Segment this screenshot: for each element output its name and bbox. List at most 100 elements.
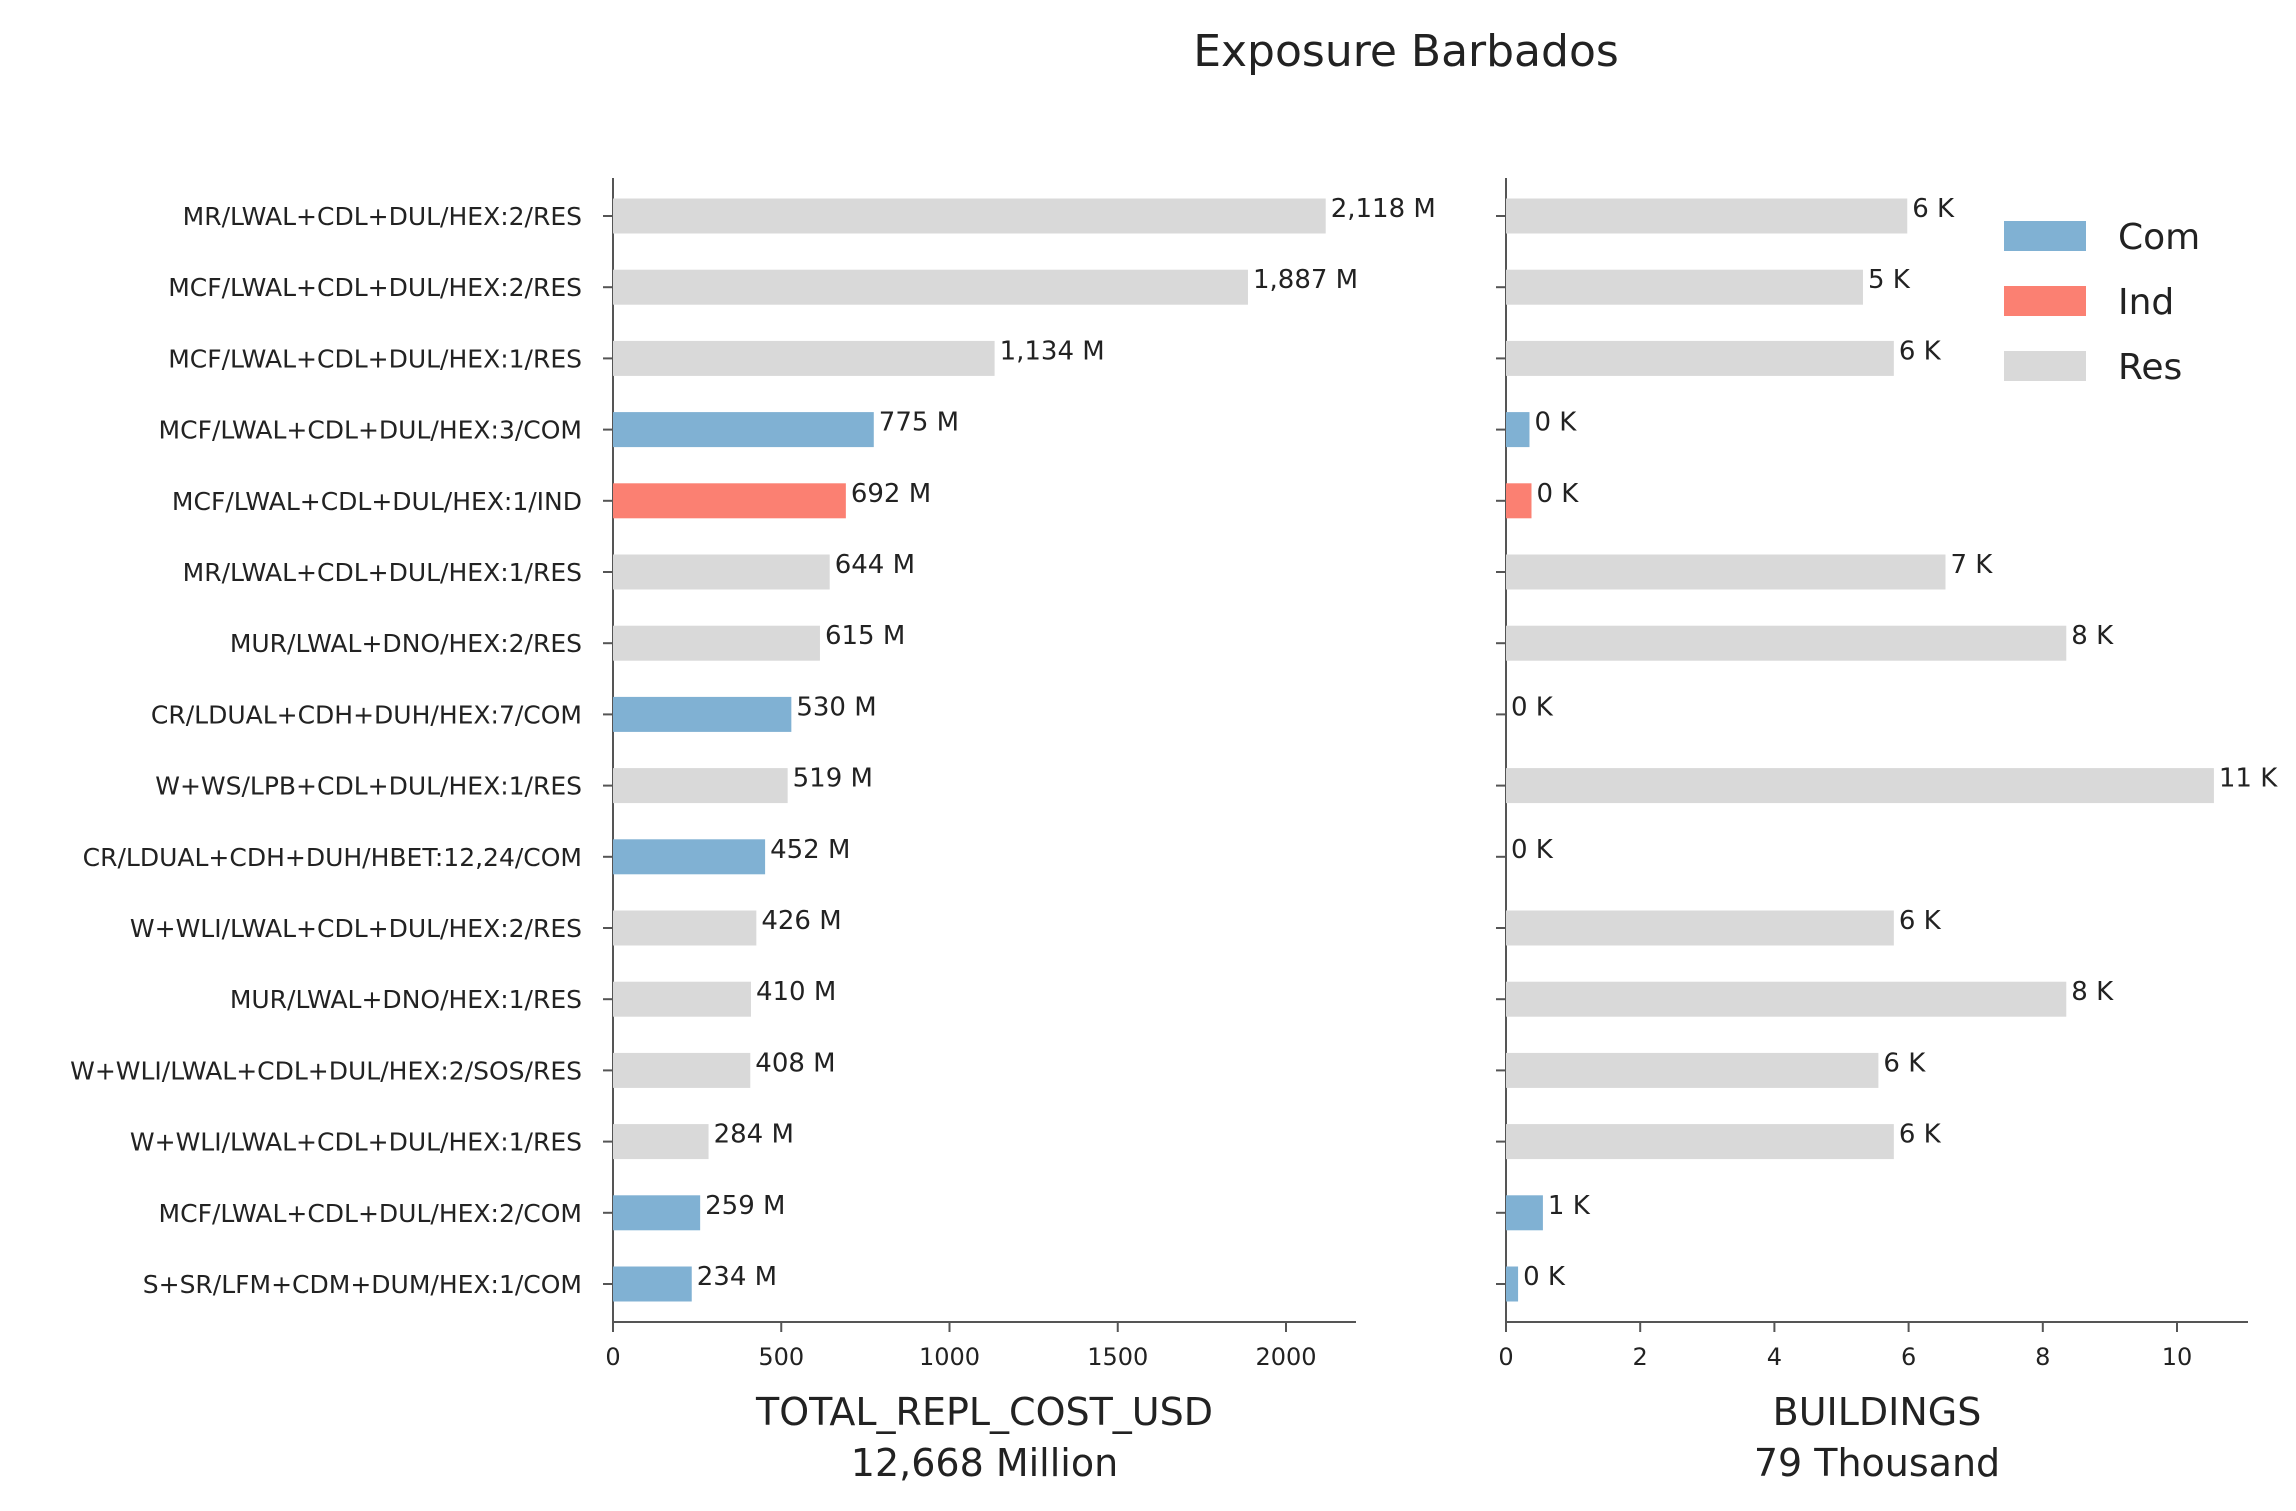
category-label: MCF/LWAL+CDL+DUL/HEX:1/RES: [168, 344, 582, 373]
bar-com: [1506, 412, 1530, 448]
category-label: MR/LWAL+CDL+DUL/HEX:1/RES: [183, 558, 582, 587]
bar-res: [1506, 768, 2214, 804]
data-label: 1,887 M: [1253, 265, 1358, 295]
legend-label: Ind: [2118, 282, 2174, 323]
legend: Com Ind Res: [2004, 217, 2200, 388]
bar-res: [613, 981, 751, 1017]
data-label: 644 M: [835, 550, 915, 580]
bar-res: [613, 340, 995, 376]
data-label: 259 M: [705, 1191, 785, 1221]
data-label: 8 K: [2071, 621, 2114, 651]
category-label: W+WLI/LWAL+CDL+DUL/HEX:2/RES: [130, 914, 582, 943]
data-label: 452 M: [770, 835, 850, 865]
x-tick-label: 2: [1633, 1343, 1648, 1371]
x-tick-label: 0: [1498, 1343, 1513, 1371]
data-label: 530 M: [796, 692, 876, 722]
category-label: W+WS/LPB+CDL+DUL/HEX:1/RES: [155, 772, 582, 801]
data-label: 0 K: [1511, 835, 1554, 865]
x-tick-label: 4: [1767, 1343, 1782, 1371]
x-tick-label: 1000: [919, 1343, 980, 1371]
data-label: 0 K: [1511, 692, 1554, 722]
data-label: 234 M: [697, 1262, 777, 1292]
data-label: 410 M: [756, 977, 836, 1007]
bar-com: [613, 696, 792, 732]
bar-res: [1506, 981, 2067, 1017]
bar-res: [613, 910, 757, 946]
data-label: 0 K: [1536, 479, 1579, 509]
bar-com: [613, 1195, 701, 1231]
x-axis-label: TOTAL_REPL_COST_USD: [755, 1390, 1213, 1434]
data-label: 692 M: [851, 479, 931, 509]
bar-res: [1506, 554, 1946, 590]
bar-res: [613, 768, 788, 804]
data-label: 2,118 M: [1331, 194, 1436, 224]
data-label: 0 K: [1534, 408, 1577, 438]
category-label: MUR/LWAL+DNO/HEX:2/RES: [230, 629, 582, 658]
x-tick-label: 10: [2162, 1343, 2193, 1371]
category-label: W+WLI/LWAL+CDL+DUL/HEX:2/SOS/RES: [70, 1056, 582, 1085]
bar-res: [1506, 198, 1908, 234]
x-axis-sublabel: 79 Thousand: [1754, 1441, 2000, 1485]
bar-res: [1506, 340, 1894, 376]
bar-res: [613, 625, 820, 661]
category-label: S+SR/LFM+CDM+DUM/HEX:1/COM: [143, 1270, 582, 1299]
x-tick-label: 6: [1901, 1343, 1916, 1371]
data-label: 615 M: [825, 621, 905, 651]
bar-res: [1506, 910, 1894, 946]
category-label: MR/LWAL+CDL+DUL/HEX:2/RES: [183, 202, 582, 231]
legend-label: Res: [2118, 347, 2182, 388]
bar-res: [613, 198, 1326, 234]
data-label: 1,134 M: [1000, 336, 1105, 366]
bar-com: [613, 1266, 692, 1302]
data-label: 1 K: [1548, 1191, 1591, 1221]
data-label: 408 M: [755, 1048, 835, 1078]
bar-res: [613, 1124, 709, 1160]
data-label: 426 M: [761, 906, 841, 936]
x-axis-sublabel: 12,668 Million: [851, 1441, 1118, 1485]
bar-res: [613, 554, 830, 590]
category-label: CR/LDUAL+CDH+DUH/HBET:12,24/COM: [83, 843, 582, 872]
bar-res: [1506, 625, 2067, 661]
data-label: 0 K: [1523, 1262, 1566, 1292]
category-label: W+WLI/LWAL+CDL+DUL/HEX:1/RES: [130, 1128, 582, 1157]
data-label: 7 K: [1951, 550, 1994, 580]
bar-com: [1506, 1195, 1543, 1231]
category-label: MCF/LWAL+CDL+DUL/HEX:1/IND: [172, 487, 582, 516]
bar-ind: [1506, 483, 1532, 519]
bar-res: [613, 269, 1248, 305]
category-label: MCF/LWAL+CDL+DUL/HEX:2/RES: [168, 273, 582, 302]
x-tick-label: 2000: [1255, 1343, 1316, 1371]
bar-com: [1506, 1266, 1519, 1302]
bar-res: [613, 1052, 751, 1088]
bar-com: [613, 839, 766, 875]
x-axis-label: BUILDINGS: [1773, 1390, 1982, 1434]
panel-buildings: 0 2 4 6 8 10 6 K 5 K 6 K 0 K 0 K 7 K 8 K 0 K 11 K 0 K 6 …: [1496, 178, 2278, 1485]
data-label: 775 M: [879, 408, 959, 438]
bar-res: [1506, 1124, 1894, 1160]
category-labels: MR/LWAL+CDL+DUL/HEX:2/RES MCF/LWAL+CDL+DU…: [70, 202, 582, 1299]
x-tick-label: 0: [605, 1343, 620, 1371]
data-label: 6 K: [1899, 1120, 1942, 1150]
x-tick-label: 8: [2035, 1343, 2050, 1371]
legend-swatch: [2004, 351, 2086, 381]
x-tick-label: 500: [758, 1343, 804, 1371]
legend-label: Com: [2118, 217, 2200, 258]
category-label: MCF/LWAL+CDL+DUL/HEX:2/COM: [159, 1199, 582, 1228]
bar-com: [613, 412, 874, 448]
panel-replacement-cost: 0 500 1000 1500 2000 2,118 M 1,887 M 1,134 M 775…: [603, 178, 1436, 1485]
data-label: 6 K: [1883, 1048, 1926, 1078]
bar-res: [1506, 1052, 1879, 1088]
bar-ind: [613, 483, 846, 519]
chart-title: Exposure Barbados: [1193, 26, 1619, 77]
x-tick-label: 1500: [1087, 1343, 1148, 1371]
data-label: 5 K: [1868, 265, 1911, 295]
bar-res: [1506, 269, 1863, 305]
data-label: 284 M: [714, 1120, 794, 1150]
data-label: 6 K: [1899, 906, 1942, 936]
data-label: 6 K: [1899, 336, 1942, 366]
category-label: MCF/LWAL+CDL+DUL/HEX:3/COM: [159, 416, 582, 445]
data-label: 11 K: [2219, 764, 2278, 794]
data-label: 6 K: [1912, 194, 1955, 224]
category-label: CR/LDUAL+CDH+DUH/HEX:7/COM: [151, 700, 582, 729]
